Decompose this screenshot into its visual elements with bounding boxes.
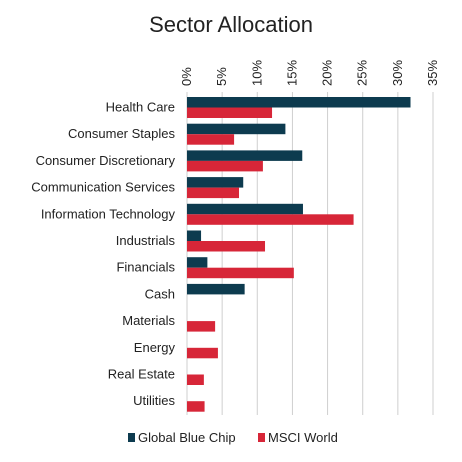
bar-global-blue-chip	[187, 257, 208, 268]
legend-label: MSCI World	[268, 430, 338, 445]
x-axis-ticks: 0% 5% 10% 15% 20% 25% 30% 35%	[179, 60, 440, 86]
bar-global-blue-chip	[187, 203, 303, 215]
bar-msci-world	[187, 160, 263, 172]
x-tick-label: 30%	[390, 60, 405, 86]
bar-msci-world	[187, 214, 354, 225]
bar-global-blue-chip	[187, 123, 286, 135]
category-label: Financials	[116, 260, 175, 275]
bars	[187, 97, 411, 412]
category-label: Consumer Staples	[68, 126, 175, 141]
bar-global-blue-chip	[187, 150, 303, 161]
x-tick-label: 25%	[355, 60, 370, 86]
x-tick-label: 20%	[320, 60, 335, 86]
category-label: Information Technology	[41, 206, 176, 221]
bar-global-blue-chip	[187, 283, 245, 295]
bar-global-blue-chip	[187, 230, 202, 241]
category-label: Real Estate	[108, 367, 175, 382]
bar-global-blue-chip	[187, 177, 244, 188]
gridlines	[186, 92, 434, 415]
x-tick-label: 35%	[425, 60, 440, 86]
x-tick-label: 15%	[284, 60, 299, 86]
bar-msci-world	[187, 241, 266, 252]
x-tick-label: 10%	[249, 60, 264, 86]
category-label: Communication Services	[31, 180, 175, 195]
category-label: Materials	[122, 313, 175, 328]
category-label: Cash	[145, 286, 175, 301]
legend-swatch	[128, 433, 135, 442]
x-tick-label: 5%	[214, 67, 229, 86]
category-label: Consumer Discretionary	[36, 153, 176, 168]
chart-title: Sector Allocation	[149, 12, 313, 37]
bar-msci-world	[187, 187, 240, 199]
bar-msci-world	[187, 347, 218, 359]
category-labels: Health Care Consumer Staples Consumer Disc…	[31, 100, 175, 409]
bar-msci-world	[187, 321, 216, 332]
category-label: Energy	[134, 340, 176, 355]
legend-swatch	[258, 433, 265, 442]
category-label: Health Care	[106, 100, 175, 115]
legend: Global Blue Chip MSCI World	[128, 430, 338, 445]
x-tick-label: 0%	[179, 67, 194, 86]
category-label: Utilities	[133, 393, 175, 408]
bar-msci-world	[187, 107, 273, 118]
category-label: Industrials	[116, 233, 176, 248]
bar-msci-world	[187, 401, 205, 412]
bar-global-blue-chip	[187, 97, 411, 108]
bar-msci-world	[187, 267, 294, 279]
bar-msci-world	[187, 134, 235, 145]
bar-msci-world	[187, 374, 204, 385]
legend-label: Global Blue Chip	[138, 430, 236, 445]
